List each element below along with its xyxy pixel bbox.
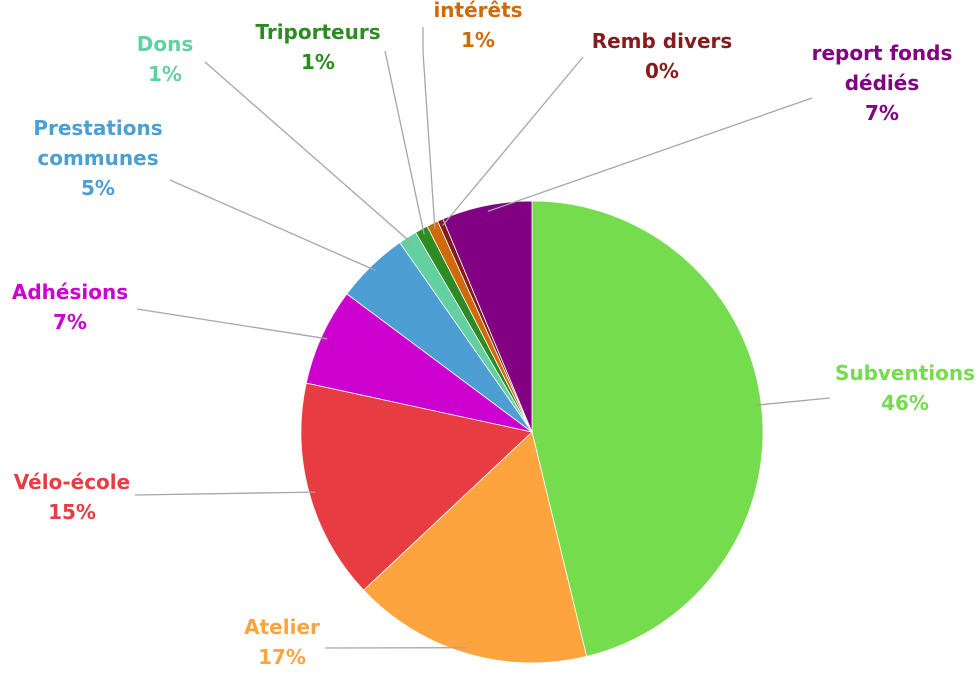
- leader-line-adhesions: [136, 308, 328, 340]
- slice-percent: 1%: [148, 62, 182, 86]
- slice-name: Prestations: [33, 116, 162, 140]
- leader-line-dons: [204, 61, 412, 243]
- slice-percent: 7%: [865, 101, 899, 125]
- pie-slice-report-fonds-dedies: [442, 200, 533, 433]
- slice-name: dédiés: [845, 71, 920, 95]
- slice-label-dons: Dons 1%: [137, 32, 193, 86]
- slice-name: Subventions: [835, 361, 975, 385]
- slice-name: intérêts: [433, 0, 522, 22]
- slice-percent: 5%: [81, 176, 115, 200]
- slice-label-prestations-communes: Prestations communes 5%: [33, 116, 162, 200]
- slice-name: Triporteurs: [255, 20, 380, 44]
- slice-name: Vélo-école: [14, 470, 130, 494]
- slice-name: Atelier: [244, 615, 320, 639]
- slice-percent: 0%: [645, 59, 679, 83]
- slice-percent: 1%: [301, 50, 335, 74]
- slice-label-interets: intérêts 1%: [433, 0, 522, 52]
- pie-slice-velo-ecole: [300, 382, 533, 591]
- slice-label-remb-divers: Remb divers 0%: [592, 29, 733, 83]
- slice-percent: 46%: [881, 391, 929, 415]
- leader-lines: [134, 27, 831, 649]
- leader-line-prestations-communes: [169, 179, 376, 271]
- leader-line-subventions: [755, 397, 831, 406]
- slice-name: Adhésions: [12, 280, 128, 304]
- leader-line-interets: [422, 27, 436, 230]
- slice-label-atelier: Atelier 17%: [244, 615, 320, 669]
- slice-labels: Subventions 46% Atelier 17% Vélo-école 15% Adh…: [12, 0, 975, 669]
- slice-label-report-fonds-dedies: report fonds dédiés 7%: [812, 41, 953, 125]
- pie-slice-atelier: [363, 431, 588, 664]
- slice-label-velo-ecole: Vélo-école 15%: [14, 470, 130, 524]
- slice-percent: 15%: [48, 500, 96, 524]
- slice-label-subventions: Subventions 46%: [835, 361, 975, 415]
- leader-line-report-fonds-dedies: [487, 97, 813, 213]
- leader-line-velo-ecole: [134, 491, 316, 496]
- leader-line-triporteurs: [384, 50, 425, 235]
- slice-name: Remb divers: [592, 29, 733, 53]
- slice-name: Dons: [137, 32, 193, 56]
- slice-percent: 17%: [258, 645, 306, 669]
- slice-label-triporteurs: Triporteurs 1%: [255, 20, 380, 74]
- slice-name: communes: [37, 146, 158, 170]
- slice-label-adhesions: Adhésions 7%: [12, 280, 128, 334]
- pie-slices: [300, 200, 764, 664]
- leader-line-remb-divers: [442, 56, 584, 226]
- slice-percent: 1%: [461, 28, 495, 52]
- slice-percent: 7%: [53, 310, 87, 334]
- slice-name: report fonds: [812, 41, 953, 65]
